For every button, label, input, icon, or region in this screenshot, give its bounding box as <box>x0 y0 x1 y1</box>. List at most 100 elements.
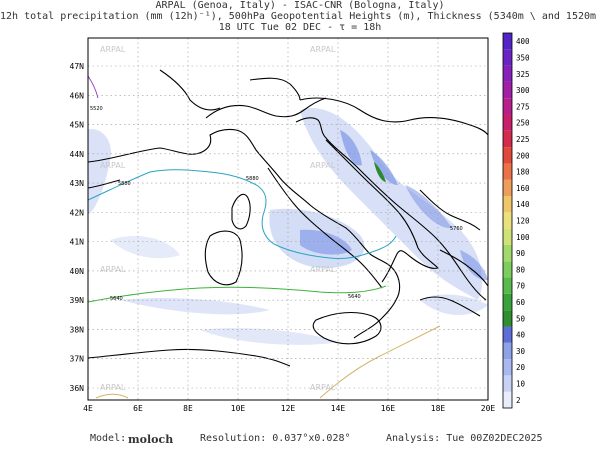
colorbar-swatch <box>503 261 512 278</box>
colorbar-swatch <box>503 342 512 360</box>
title-line-1: ARPAL (Genoa, Italy) - ISAC-CNR (Bologna… <box>155 0 445 11</box>
longitude-label: 12E <box>281 404 296 413</box>
colorbar-tick-label: 40 <box>516 331 526 340</box>
latitude-label: 41N <box>70 238 85 247</box>
coastlines <box>88 69 488 367</box>
longitude-label: 6E <box>133 404 143 413</box>
colorbar-swatch <box>503 310 512 327</box>
colorbar-swatch <box>503 163 512 180</box>
watermark: ARPAL <box>100 45 126 54</box>
colorbar-tick-label: 10 <box>516 380 526 389</box>
latitude-labels: 36N 37N 38N 39N 40N 41N 42N 43N 44N 45N 46N 47N <box>70 62 85 393</box>
latitude-label: 47N <box>70 62 85 71</box>
watermark: ARPAL <box>310 383 336 392</box>
longitude-label: 4E <box>83 404 93 413</box>
colorbar-swatch <box>503 147 512 164</box>
colorbar-tick-label: 100 <box>516 233 530 242</box>
colorbar-swatch <box>503 81 512 99</box>
latitude-label: 36N <box>70 384 85 393</box>
colorbar-tick-label: 160 <box>516 184 530 193</box>
longitude-label: 14E <box>331 404 346 413</box>
colorbar-swatch <box>503 65 512 82</box>
colorbar-tick-label: 325 <box>516 70 530 79</box>
longitude-labels: 4E 6E 8E 10E 12E 14E 16E 18E 20E <box>83 404 495 413</box>
contour-label: 5520 <box>90 106 103 112</box>
footer: Model: moloch Resolution: 0.037°x0.028° … <box>0 433 600 447</box>
watermark-group: ARPAL ARPAL ARPAL ARPAL ARPAL ARPAL ARPA… <box>100 45 336 392</box>
watermark: ARPAL <box>100 265 126 274</box>
model-label: Model: <box>90 433 127 444</box>
colorbar-swatch <box>503 114 512 131</box>
title-block: ARPAL (Genoa, Italy) - ISAC-CNR (Bologna… <box>0 0 600 33</box>
title-line-3: 18 UTC Tue 02 DEC - τ = 18h <box>218 22 382 33</box>
latitude-label: 44N <box>70 150 85 159</box>
colorbar-tick-label: 350 <box>516 53 530 62</box>
colorbar-tick-label: 50 <box>516 314 526 323</box>
watermark: ARPAL <box>310 265 336 274</box>
contour-label-group: 5880 5880 5760 5640 5640 5520 <box>90 106 463 302</box>
contour-label: 5760 <box>450 226 463 232</box>
colorbar-swatch <box>503 33 512 50</box>
colorbar: 2 10 20 30 40 50 60 70 80 90 100 120 140 160 180 200 225… <box>502 32 530 409</box>
model-name: moloch <box>128 433 174 446</box>
title-line-2: 12h total precipitation (mm (12h)⁻¹), 50… <box>0 11 600 22</box>
watermark: ARPAL <box>310 161 336 170</box>
colorbar-tick-label: 300 <box>516 86 530 95</box>
colorbar-swatch <box>503 130 512 148</box>
contour-label: 5880 <box>246 176 259 182</box>
resolution-label: Resolution: 0.037°x0.028° <box>200 433 351 444</box>
colorbar-swatch <box>503 179 512 197</box>
latitude-label: 46N <box>70 91 85 100</box>
longitude-label: 10E <box>231 404 246 413</box>
watermark: ARPAL <box>100 161 126 170</box>
colorbar-tick-label: 400 <box>516 37 530 46</box>
latitude-label: 39N <box>70 296 85 305</box>
colorbar-swatch <box>503 244 512 262</box>
colorbar-swatch <box>503 98 512 115</box>
watermark: ARPAL <box>310 45 336 54</box>
colorbar-tick-label: 180 <box>516 168 530 177</box>
colorbar-swatch <box>503 326 512 343</box>
colorbar-tick-label: 90 <box>516 249 526 258</box>
colorbar-swatch <box>503 293 512 311</box>
thickness-contours <box>88 75 441 399</box>
latitude-label: 42N <box>70 208 85 217</box>
colorbar-swatch <box>503 212 512 229</box>
colorbar-border <box>502 32 513 409</box>
colorbar-tick-label: 2 <box>516 396 521 405</box>
map-border <box>87 37 489 401</box>
colorbar-swatch <box>503 196 512 213</box>
watermark: ARPAL <box>100 383 126 392</box>
longitude-label: 8E <box>183 404 193 413</box>
colorbar-tick-label: 275 <box>516 102 530 111</box>
latitude-label: 43N <box>70 179 85 188</box>
colorbar-swatch <box>503 277 512 294</box>
colorbar-tick-label: 80 <box>516 265 526 274</box>
latitude-label: 45N <box>70 121 85 130</box>
colorbar-swatch <box>503 375 512 392</box>
colorbar-tick-label: 20 <box>516 363 526 372</box>
latitude-label: 37N <box>70 355 85 364</box>
colorbar-tick-label: 140 <box>516 200 530 209</box>
colorbar-swatch <box>503 49 512 66</box>
longitude-label: 18E <box>431 404 446 413</box>
colorbar-tick-label: 250 <box>516 119 530 128</box>
longitude-label: 20E <box>481 404 496 413</box>
colorbar-tick-label: 60 <box>516 298 526 307</box>
colorbar-swatch <box>503 391 512 408</box>
colorbar-tick-label: 70 <box>516 282 526 291</box>
colorbar-tick-label: 200 <box>516 151 530 160</box>
colorbar-swatch <box>503 228 512 245</box>
colorbar-swatch <box>503 359 512 376</box>
colorbar-tick-label: 225 <box>516 135 530 144</box>
contour-label: 5640 <box>348 294 361 300</box>
latitude-label: 38N <box>70 325 85 334</box>
analysis-label: Analysis: Tue 00Z02DEC2025 <box>386 433 543 444</box>
contour-label: 5880 <box>118 181 131 187</box>
longitude-label: 16E <box>381 404 396 413</box>
contour-label: 5640 <box>110 296 123 302</box>
colorbar-tick-label: 120 <box>516 217 530 226</box>
latitude-label: 40N <box>70 267 85 276</box>
graticule <box>88 38 488 400</box>
